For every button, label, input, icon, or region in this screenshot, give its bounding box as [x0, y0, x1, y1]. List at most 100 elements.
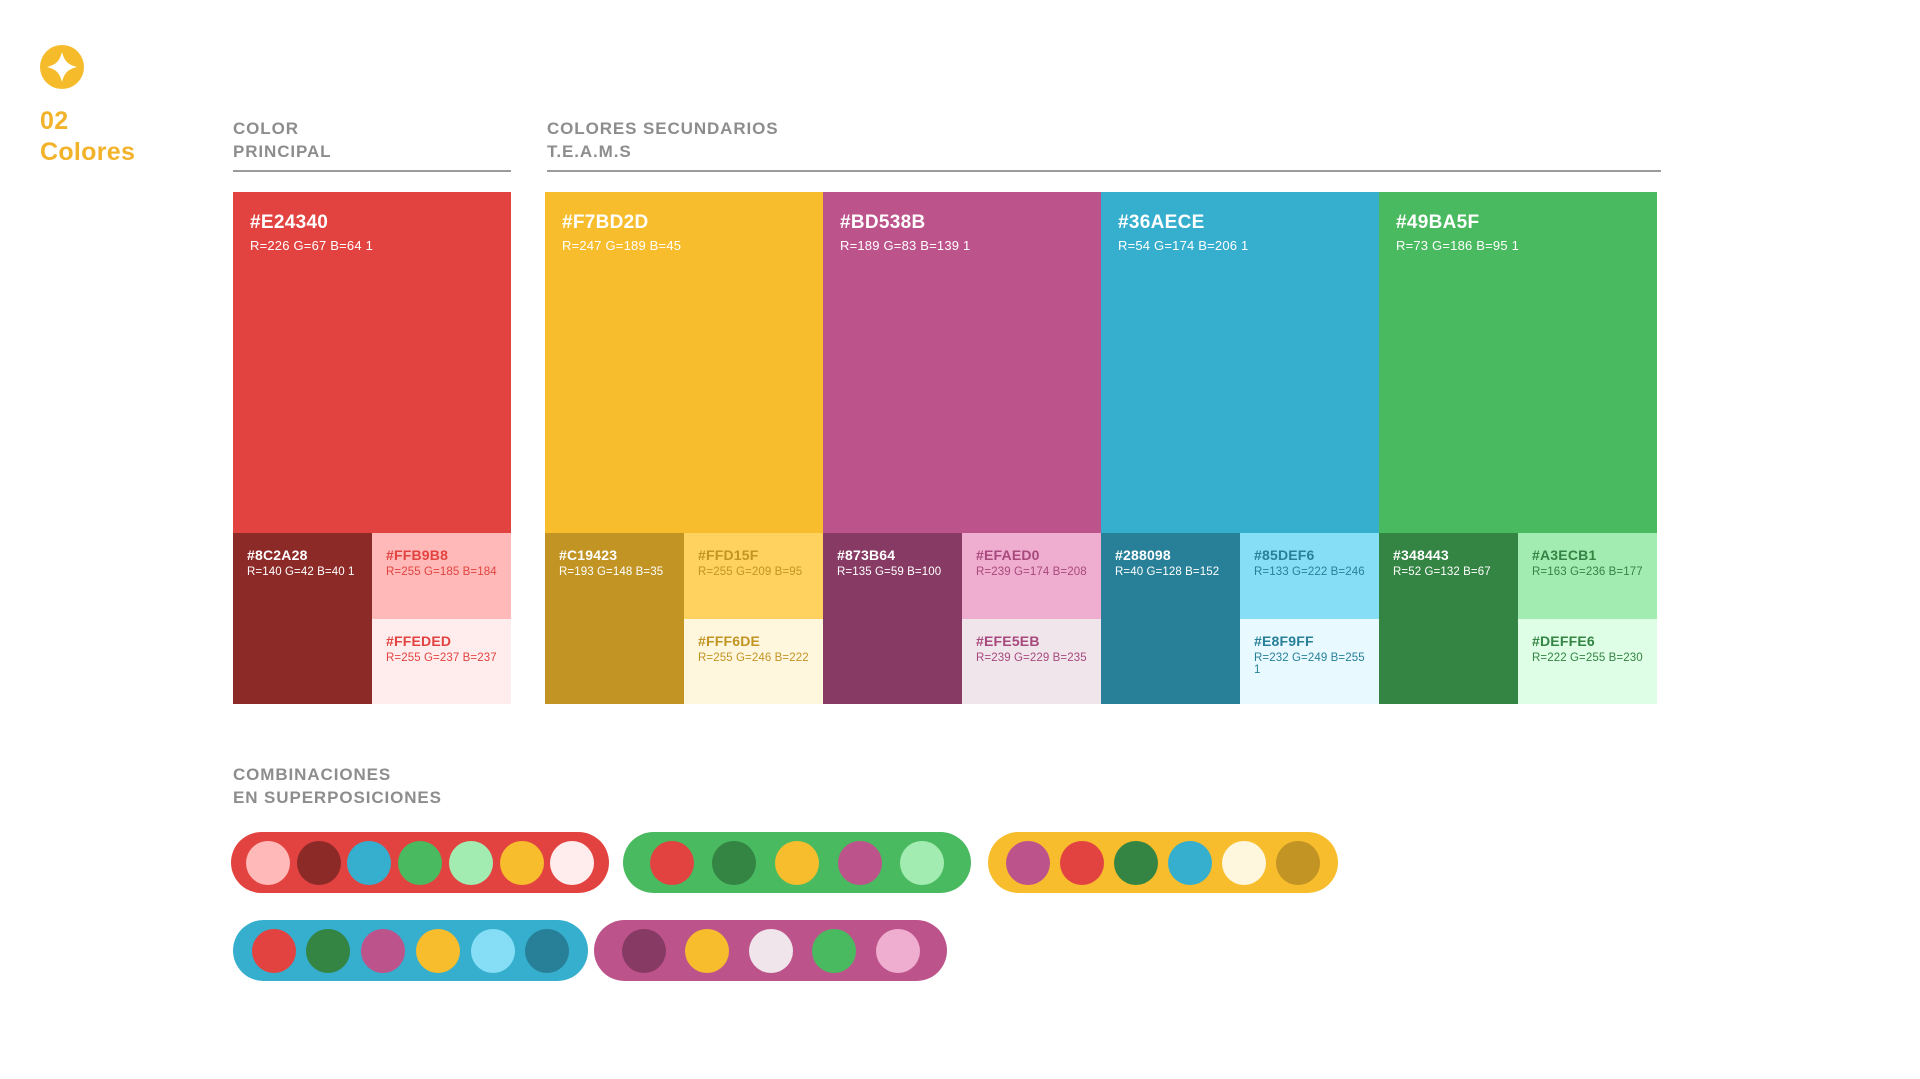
color-dot [245, 840, 290, 885]
sub-swatches: #873B64 R=135 G=59 B=100 #EFAED0 R=239 G=17… [823, 533, 1101, 704]
swatch-hex-label: #A3ECB1 [1532, 547, 1597, 563]
swatch-rgb-label: R=255 G=237 B=237 [386, 651, 497, 664]
swatch-hex-label: #DEFFE6 [1532, 632, 1595, 649]
swatch-hex-label: #49BA5F [1396, 212, 1480, 233]
secundarios-title-line1: COLORES SECUNDARIOS [547, 119, 779, 138]
color-dot [837, 840, 882, 885]
swatch-rgb-label: R=54 G=174 B=206 1 [1118, 238, 1249, 253]
secundarios-title-line2: T.E.A.M.S [547, 142, 632, 161]
combinaciones-title-line2: EN SUPERPOSICIONES [233, 788, 442, 807]
swatch-rgb-label: R=247 G=189 B=45 [562, 238, 682, 253]
color-dot [774, 840, 819, 885]
swatch-rgb-label: R=232 G=249 B=255 1 [1254, 651, 1365, 676]
swatch-hex-label: #36AECE [1118, 212, 1205, 233]
combinaciones-title-line1: COMBINACIONES [233, 765, 392, 784]
swatch-rgb-label: R=239 G=229 B=235 [976, 651, 1087, 664]
swatch-hex-label: #288098 [1115, 547, 1171, 563]
light-variant-stack: #FFD15F R=255 G=209 B=95 #FFF6DE R=255 G=24… [684, 533, 823, 704]
swatch-hex-label: #BD538B [840, 212, 926, 233]
color-dot [296, 840, 341, 885]
palette-column-bd538b: #BD538B R=189 G=83 B=139 1 #873B64 R=135 G=… [823, 192, 1101, 704]
main-swatch: #F7BD2D R=247 G=189 B=45 [545, 192, 823, 533]
page-title: 02 Colores [40, 106, 135, 168]
swatch-rgb-label: R=226 G=67 B=64 1 [250, 238, 374, 253]
color-dot [525, 928, 570, 973]
palette-column-49ba5f: #49BA5F R=73 G=186 B=95 1 #348443 R=52 G=13… [1379, 192, 1657, 704]
lighter-variant-swatch: #E8F9FF R=232 G=249 B=255 1 [1240, 618, 1379, 704]
lighter-variant-swatch: #EFE5EB R=239 G=229 B=235 [962, 618, 1101, 704]
swatch-rgb-label: R=222 G=255 B=230 [1532, 651, 1643, 664]
light-variant-swatch: #A3ECB1 R=163 G=236 B=177 [1518, 533, 1657, 619]
color-dot [812, 928, 856, 973]
swatch-hex-label: #EFAED0 [976, 547, 1040, 563]
swatch-rgb-label: R=255 G=209 B=95 [698, 566, 803, 578]
color-dot [398, 840, 442, 885]
light-variant-stack: #85DEF6 R=133 G=222 B=246 #E8F9FF R=232 G=2… [1240, 533, 1379, 704]
color-dot [1114, 840, 1158, 885]
main-swatch: #36AECE R=54 G=174 B=206 1 [1101, 192, 1379, 533]
dark-variant-swatch: #873B64 R=135 G=59 B=100 [823, 533, 962, 704]
swatch-rgb-label: R=133 G=222 B=246 [1254, 566, 1365, 578]
dark-variant-swatch: #288098 R=40 G=128 B=152 [1101, 533, 1240, 704]
light-variant-stack: #EFAED0 R=239 G=174 B=208 #EFE5EB R=239 G=2… [962, 533, 1101, 704]
swatch-rgb-label: R=140 G=42 B=40 1 [247, 566, 355, 578]
dark-variant-swatch: #348443 R=52 G=132 B=67 [1379, 533, 1518, 704]
swatch-hex-label: #FFEDED [386, 632, 452, 649]
light-variant-stack: #FFB9B8 R=255 G=185 B=184 #FFEDED R=255 G=2… [372, 533, 511, 704]
swatch-rgb-label: R=163 G=236 B=177 [1532, 566, 1643, 578]
color-dot [1060, 840, 1104, 885]
principal-title-line2: PRINCIPAL [233, 142, 332, 161]
main-swatch: #49BA5F R=73 G=186 B=95 1 [1379, 192, 1657, 533]
brand-logo [40, 45, 84, 89]
swatch-rgb-label: R=189 G=83 B=139 1 [840, 238, 971, 253]
color-dot [621, 928, 666, 973]
light-variant-swatch: #EFAED0 R=239 G=174 B=208 [962, 533, 1101, 619]
color-dot [649, 840, 694, 885]
swatch-hex-label: #348443 [1393, 547, 1449, 563]
secundarios-divider [547, 170, 1661, 172]
light-variant-swatch: #85DEF6 R=133 G=222 B=246 [1240, 533, 1379, 619]
swatch-hex-label: #FFD15F [698, 547, 759, 563]
color-dot [1276, 840, 1320, 885]
sub-swatches: #348443 R=52 G=132 B=67 #A3ECB1 R=163 G=236… [1379, 533, 1657, 704]
swatch-hex-label: #8C2A28 [247, 547, 308, 563]
light-variant-swatch: #FFB9B8 R=255 G=185 B=184 [372, 533, 511, 619]
swatch-rgb-label: R=73 G=186 B=95 1 [1396, 238, 1520, 253]
color-dot [361, 928, 406, 973]
lighter-variant-swatch: #DEFFE6 R=222 G=255 B=230 [1518, 618, 1657, 704]
color-dot [415, 928, 460, 973]
combination-pill [233, 920, 588, 981]
combinaciones-section-title: COMBINACIONES EN SUPERPOSICIONES [233, 763, 442, 809]
palette-column-e24340: #E24340 R=226 G=67 B=64 1 #8C2A28 R=140 G=4… [233, 192, 511, 704]
color-dot [748, 928, 793, 973]
main-swatch: #E24340 R=226 G=67 B=64 1 [233, 192, 511, 533]
secundarios-section-title: COLORES SECUNDARIOS T.E.A.M.S [547, 117, 779, 163]
color-dot [251, 928, 296, 973]
page-title-text: Colores [40, 138, 136, 166]
color-dot [1222, 840, 1266, 885]
swatch-hex-label: #FFF6DE [698, 632, 761, 649]
color-dot [448, 840, 493, 885]
principal-section-title: COLOR PRINCIPAL [233, 117, 331, 163]
color-dot [550, 840, 595, 885]
swatch-rgb-label: R=255 G=246 B=222 [698, 651, 809, 664]
page-number: 02 [40, 107, 69, 135]
sub-swatches: #C19423 R=193 G=148 B=35 #FFD15F R=255 G=20… [545, 533, 823, 704]
combination-pill [623, 832, 971, 893]
swatch-rgb-label: R=193 G=148 B=35 [559, 566, 664, 578]
swatch-hex-label: #E24340 [250, 212, 329, 233]
swatch-rgb-label: R=255 G=185 B=184 [386, 566, 497, 578]
lighter-variant-swatch: #FFEDED R=255 G=237 B=237 [372, 618, 511, 704]
combination-pill [594, 920, 947, 981]
swatch-hex-label: #F7BD2D [562, 212, 649, 233]
dark-variant-swatch: #C19423 R=193 G=148 B=35 [545, 533, 684, 704]
swatch-rgb-label: R=135 G=59 B=100 [837, 566, 942, 578]
color-dot [1168, 840, 1212, 885]
principal-divider [233, 170, 511, 172]
light-variant-swatch: #FFD15F R=255 G=209 B=95 [684, 533, 823, 619]
swatch-hex-label: #FFB9B8 [386, 547, 449, 563]
light-variant-stack: #A3ECB1 R=163 G=236 B=177 #DEFFE6 R=222 G=2… [1518, 533, 1657, 704]
swatch-hex-label: #EFE5EB [976, 632, 1040, 649]
sub-swatches: #8C2A28 R=140 G=42 B=40 1 #FFB9B8 R=255 G=1… [233, 533, 511, 704]
